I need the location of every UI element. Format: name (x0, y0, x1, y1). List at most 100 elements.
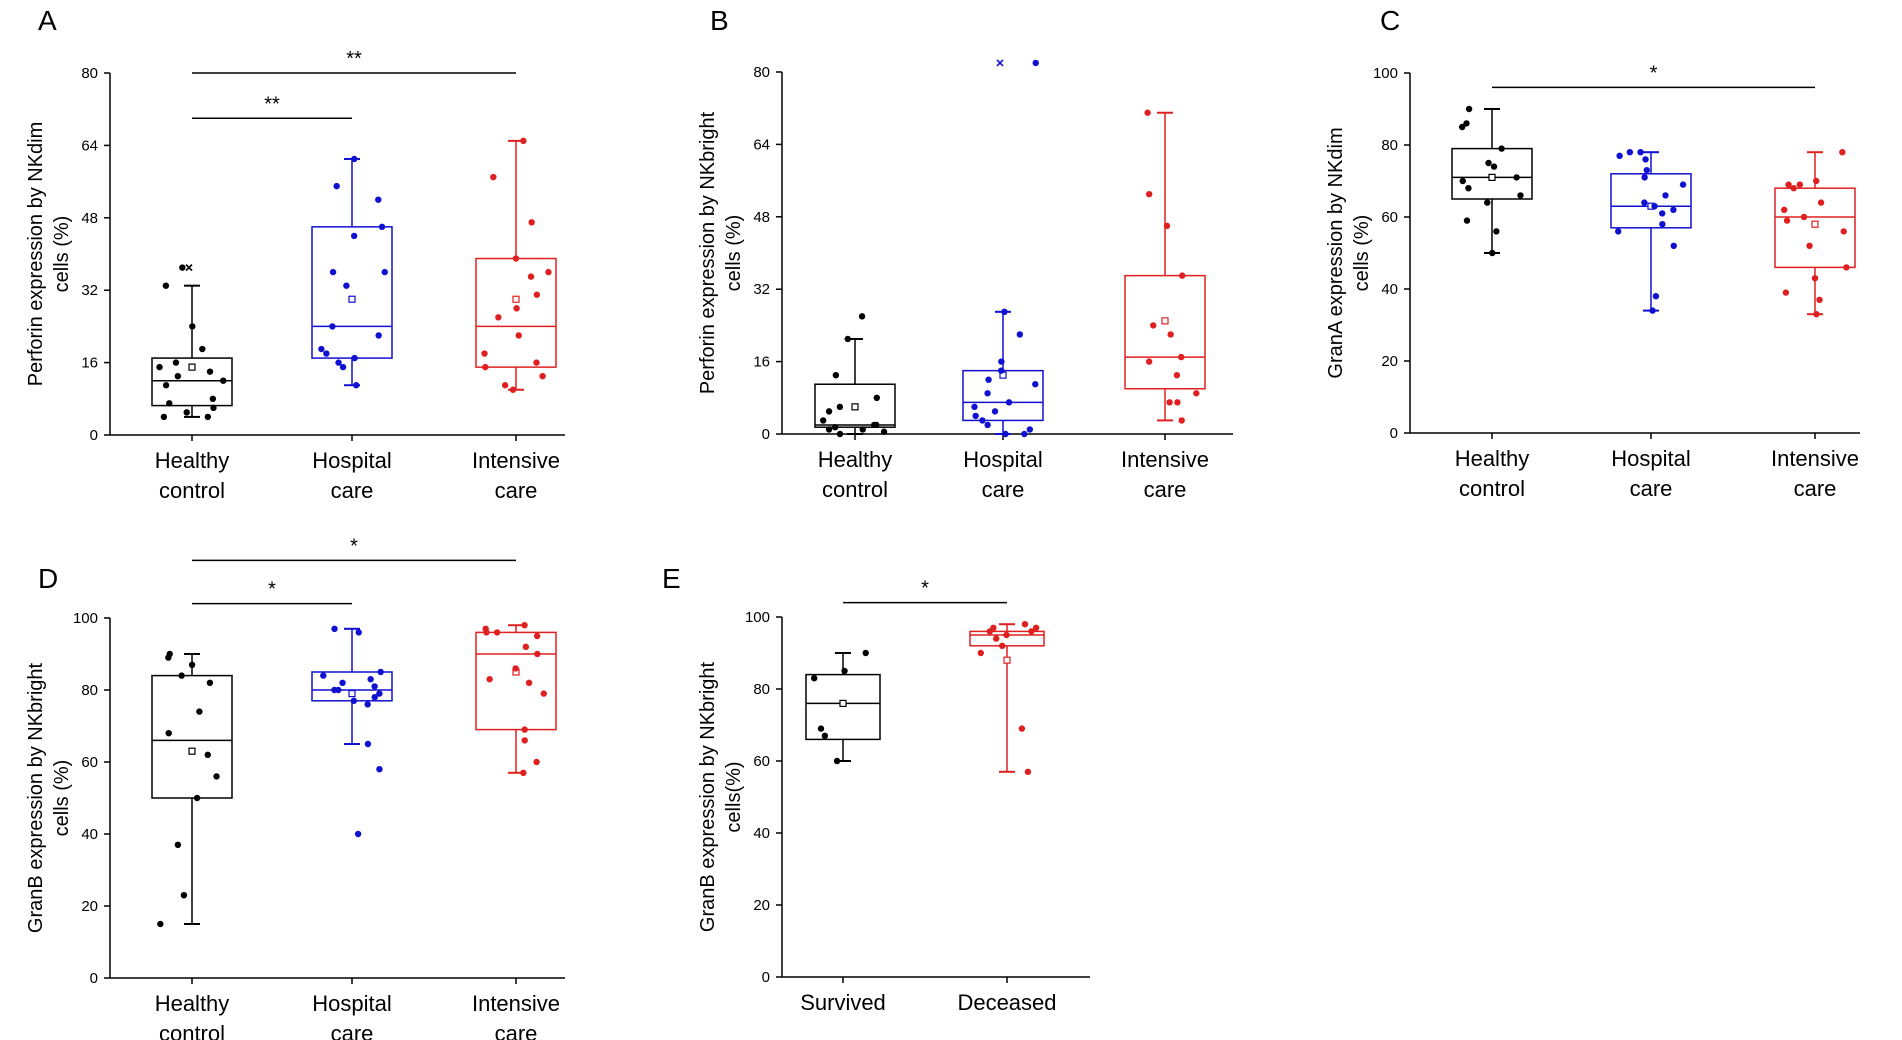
category-label: control (1459, 476, 1525, 501)
data-point (1463, 217, 1471, 224)
y-axis-label-line: GranB expression by NKbright (697, 662, 719, 933)
data-point (1021, 621, 1029, 628)
box-hospital-care (311, 625, 393, 838)
category-label: Healthy (155, 448, 230, 473)
box-intensive-care (475, 622, 557, 776)
y-axis-label: GranB expression by NKbright cells(%) (697, 662, 745, 933)
data-point (1005, 399, 1013, 406)
data-point (979, 417, 986, 424)
box-intensive-care (1124, 109, 1206, 424)
category-label: Deceased (957, 990, 1056, 1015)
y-tick-label: 80 (753, 64, 770, 81)
category-label: Intensive (1121, 447, 1209, 472)
y-tick-label: 0 (90, 427, 98, 444)
data-point (1783, 217, 1791, 224)
data-point (1174, 399, 1181, 406)
category-label: control (159, 1021, 225, 1040)
data-point (832, 371, 840, 379)
data-point (1642, 156, 1649, 163)
mean-marker (512, 295, 520, 303)
data-point (1032, 624, 1040, 631)
mean-marker (188, 747, 196, 755)
data-point (339, 679, 346, 686)
data-point (539, 372, 546, 380)
data-point (509, 386, 517, 393)
data-point (364, 701, 371, 708)
category-label: care (1630, 476, 1673, 501)
y-tick-label: 48 (753, 209, 770, 226)
y-axis-label: GranB expression by NKbright cells (%) (25, 663, 73, 934)
data-point (1145, 358, 1153, 365)
category-label: Hospital (312, 448, 391, 473)
data-point (323, 350, 330, 357)
y-tick-label: 0 (762, 426, 770, 443)
data-point (971, 403, 978, 411)
data-point (493, 629, 501, 636)
mean-marker (348, 295, 356, 303)
data-point (527, 273, 535, 280)
category-label: care (1794, 476, 1837, 501)
data-point (371, 694, 378, 701)
data-point (1001, 308, 1008, 316)
mean-marker (1161, 317, 1169, 325)
data-point (1782, 289, 1790, 296)
data-point (351, 354, 358, 362)
data-point (367, 676, 374, 683)
data-point (1790, 185, 1797, 192)
data-point (156, 363, 163, 371)
data-point (343, 282, 350, 289)
data-point (991, 408, 999, 415)
mean-marker (1811, 220, 1819, 228)
data-point (495, 314, 502, 321)
data-point (521, 737, 528, 744)
panel-label-b: B (710, 5, 729, 36)
data-point (210, 404, 217, 412)
data-point (166, 650, 173, 658)
category-label: Hospital (312, 991, 391, 1016)
data-point (515, 332, 522, 339)
data-point (533, 291, 541, 298)
data-point (1026, 426, 1034, 433)
y-axis-label-line: cells (%) (51, 216, 73, 293)
data-point (206, 679, 214, 686)
y-axis-label-line: Perforin expression by NKdim (25, 122, 47, 387)
category-label: Healthy (155, 991, 230, 1016)
data-point (381, 268, 388, 276)
y-axis-label-line: GranB expression by NKbright (25, 663, 47, 934)
data-point (204, 413, 212, 421)
data-point (339, 363, 347, 371)
data-point (972, 412, 979, 420)
data-point (512, 255, 520, 262)
box-iqr (969, 630, 1045, 647)
y-tick-label: 60 (753, 753, 770, 770)
data-point (528, 219, 535, 226)
data-point (985, 376, 992, 383)
data-point (179, 264, 186, 271)
data-point (859, 426, 866, 433)
data-point (375, 332, 382, 339)
data-point (533, 758, 540, 766)
data-point (1178, 417, 1185, 424)
category-label: care (331, 478, 374, 503)
data-point (1021, 430, 1028, 438)
data-point (335, 359, 342, 366)
data-point (841, 667, 848, 675)
panel-label-e: E (662, 563, 681, 594)
y-axis-label: GranA expression by NKdim cells (%) (1325, 127, 1373, 378)
y-tick-label: 16 (753, 354, 770, 371)
data-point (1463, 120, 1470, 127)
data-point (1796, 181, 1804, 188)
data-point (821, 732, 829, 739)
data-point (375, 196, 382, 203)
data-point (1670, 206, 1677, 213)
y-tick-label: 0 (762, 969, 770, 986)
data-point (1150, 322, 1157, 329)
data-point (1806, 242, 1813, 249)
data-point (825, 426, 833, 433)
data-point (1465, 105, 1473, 113)
data-point (984, 421, 991, 429)
y-tick-label: 64 (81, 137, 98, 154)
data-point (1800, 213, 1808, 221)
panel-label-d: D (38, 563, 58, 594)
data-point (1781, 206, 1788, 213)
